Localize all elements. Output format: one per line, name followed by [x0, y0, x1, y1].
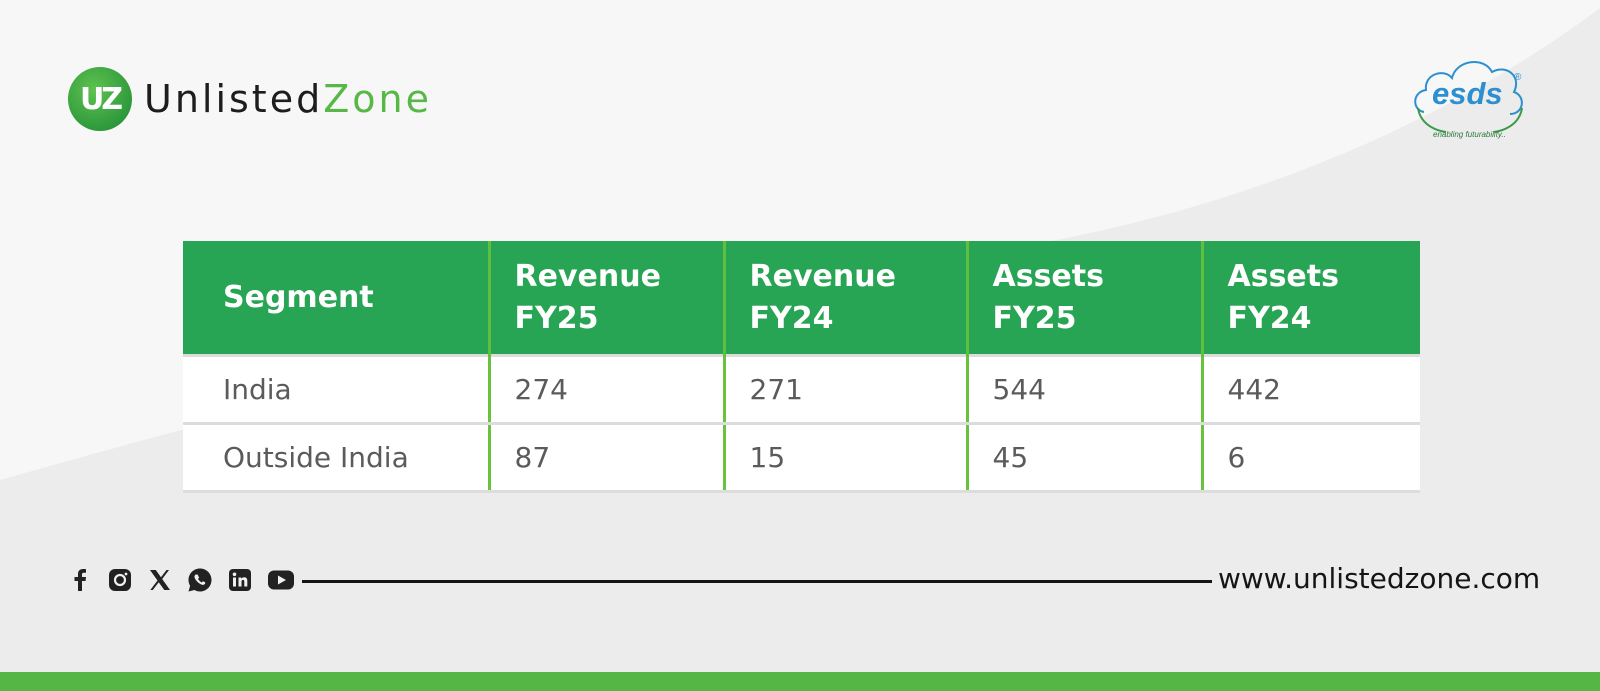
youtube-icon[interactable] [266, 566, 296, 594]
table-cell: 6 [1200, 423, 1420, 493]
table-cell: 15 [722, 423, 967, 493]
uz-badge-icon: UZ [68, 67, 132, 131]
table-cell: 442 [1200, 355, 1420, 425]
header-segment: Segment [183, 241, 489, 356]
header-revenue-fy24: Revenue FY24 [722, 241, 967, 356]
header-revenue-fy25: Revenue FY25 [487, 241, 724, 356]
instagram-icon[interactable] [106, 566, 134, 594]
footer-divider-line [302, 580, 1212, 583]
table-cell: 544 [965, 355, 1202, 425]
cloud-hands-icon [1414, 60, 1523, 133]
segment-table-container: Segment Revenue FY25 Revenue FY24 Assets FY… [183, 241, 1420, 493]
x-icon[interactable] [146, 566, 174, 594]
unlistedzone-logo: UZ UnlistedZone [68, 66, 432, 132]
table-cell: India [183, 355, 489, 425]
table-cell: 274 [487, 355, 724, 425]
footer-row: www.unlistedzone.com [66, 562, 1540, 596]
brand-name-part2: Zone [323, 77, 432, 121]
table-header-row: Segment Revenue FY25 Revenue FY24 Assets FY… [183, 241, 1420, 356]
uz-badge-text: UZ [79, 81, 123, 117]
segment-table: Segment Revenue FY25 Revenue FY24 Assets FY… [183, 241, 1420, 493]
table-row: India 274 271 544 442 [183, 355, 1420, 425]
linkedin-icon[interactable] [226, 566, 254, 594]
table-cell: 87 [487, 423, 724, 493]
esds-tagline: enabling futurability.. [1433, 130, 1506, 139]
brand-name-part1: Unlisted [144, 77, 324, 121]
table-row: Outside India 87 15 45 6 [183, 423, 1420, 493]
esds-logo: esds ® enabling futurability.. [1410, 50, 1530, 145]
whatsapp-icon[interactable] [186, 566, 214, 594]
registered-mark: ® [1514, 72, 1522, 83]
table-cell: 45 [965, 423, 1202, 493]
esds-wordmark: esds [1432, 76, 1503, 111]
brand-name: UnlistedZone [144, 80, 432, 118]
table-cell: Outside India [183, 423, 489, 493]
website-link[interactable]: www.unlistedzone.com [1218, 562, 1541, 595]
table-cell: 271 [722, 355, 967, 425]
header-assets-fy24: Assets FY24 [1200, 241, 1420, 356]
facebook-icon[interactable] [66, 566, 94, 594]
header-assets-fy25: Assets FY25 [965, 241, 1202, 356]
bottom-accent-bar [0, 672, 1600, 691]
